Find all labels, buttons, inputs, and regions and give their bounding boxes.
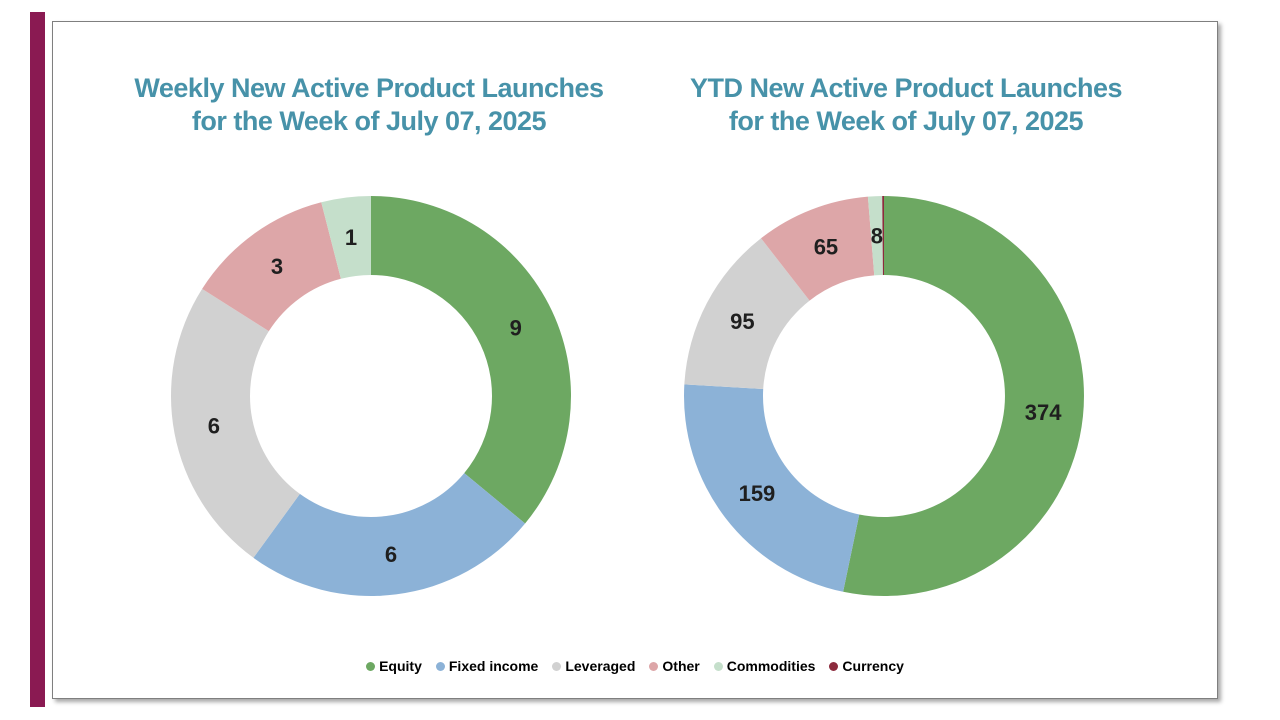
data-label-fixed-income: 159 xyxy=(739,481,776,506)
weekly-chart-title-line1: Weekly New Active Product Launches xyxy=(134,73,604,103)
legend-dot xyxy=(552,661,562,671)
legend-label: Other xyxy=(662,658,700,674)
legend-dot xyxy=(366,661,376,671)
legend-dot xyxy=(829,661,839,671)
legend-dot xyxy=(713,661,723,671)
data-label-leveraged: 6 xyxy=(208,413,220,438)
ytd-chart-title-line1: YTD New Active Product Launches xyxy=(689,73,1123,103)
ytd-chart-title-line2: for the Week of July 07, 2025 xyxy=(728,106,1084,136)
data-label-other: 65 xyxy=(814,234,838,259)
donut-slice-commodities[interactable] xyxy=(321,196,371,279)
donut-slice-other[interactable] xyxy=(202,202,341,332)
donut-slice-fixed-income[interactable] xyxy=(684,384,860,592)
data-label-equity: 374 xyxy=(1025,400,1062,425)
donut-slice-currency[interactable] xyxy=(882,196,884,275)
data-label-leveraged: 95 xyxy=(730,309,754,334)
legend-item-commodities[interactable]: Commodities xyxy=(713,658,816,674)
left-accent-bar xyxy=(30,12,45,707)
data-label-fixed-income: 6 xyxy=(385,542,397,567)
legend-label: Commodities xyxy=(726,658,816,674)
data-label-commodities: 8 xyxy=(871,224,883,249)
legend-item-currency[interactable]: Currency xyxy=(829,658,904,674)
weekly-donut-chart[interactable]: 9 6 6 3 1 xyxy=(159,184,583,608)
ytd-chart-title: YTD New Active Product Launches for the … xyxy=(626,72,1186,138)
legend-dot xyxy=(435,661,445,671)
report-canvas: Weekly New Active Product Launches for t… xyxy=(52,21,1218,699)
legend: Equity Fixed income Leveraged Other Commodit… xyxy=(53,658,1217,674)
donut-slice-leveraged[interactable] xyxy=(170,288,300,558)
donut-slice-commodities[interactable] xyxy=(867,196,883,276)
legend-item-fixed-income[interactable]: Fixed income xyxy=(435,658,539,674)
legend-item-equity[interactable]: Equity xyxy=(366,658,422,674)
legend-item-leveraged[interactable]: Leveraged xyxy=(552,658,635,674)
legend-item-other[interactable]: Other xyxy=(649,658,700,674)
ytd-donut-chart[interactable]: 374 159 95 65 8 xyxy=(672,184,1096,608)
legend-label: Leveraged xyxy=(565,658,636,674)
data-label-commodities: 1 xyxy=(345,225,357,250)
weekly-chart-title: Weekly New Active Product Launches for t… xyxy=(89,72,649,138)
donut-slice-fixed-income[interactable] xyxy=(253,473,526,596)
weekly-chart-title-line2: for the Week of July 07, 2025 xyxy=(191,106,547,136)
legend-dot xyxy=(649,661,659,671)
data-label-other: 3 xyxy=(271,254,283,279)
data-label-equity: 9 xyxy=(510,315,522,340)
donut-slice-other[interactable] xyxy=(761,196,875,301)
donut-slice-leveraged[interactable] xyxy=(684,238,810,389)
legend-label: Currency xyxy=(842,658,904,674)
legend-label: Equity xyxy=(379,658,422,674)
donut-slice-equity[interactable] xyxy=(843,196,1084,596)
donut-slice-equity[interactable] xyxy=(371,196,571,524)
legend-label: Fixed income xyxy=(448,658,539,674)
